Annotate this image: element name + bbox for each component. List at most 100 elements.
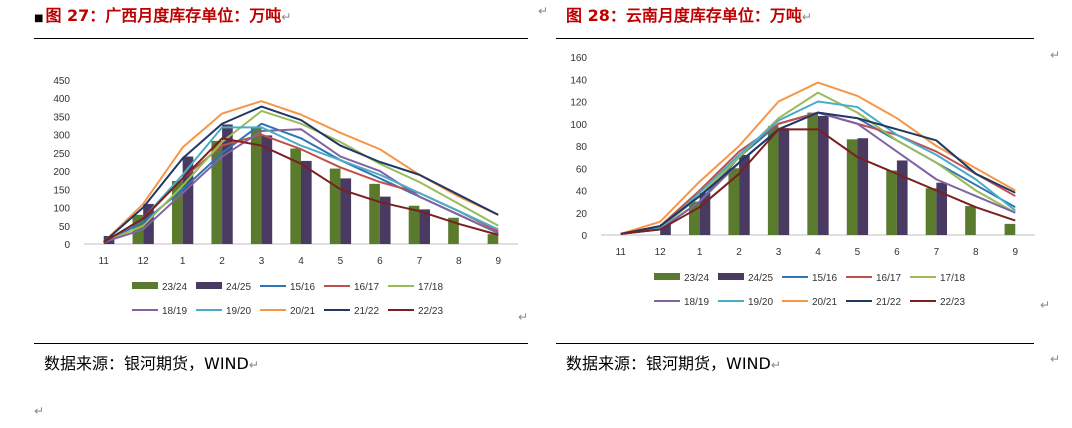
bar-23-24	[846, 139, 858, 235]
x-tick-label: 5	[338, 256, 344, 267]
return-mark-icon: ↵	[1040, 298, 1051, 312]
legend-label: 17/18	[940, 273, 965, 284]
bar-23-24	[965, 206, 976, 235]
bar-23-24	[290, 148, 301, 244]
x-tick-label: 4	[815, 247, 821, 258]
legend-label: 23/24	[162, 282, 187, 293]
bullet-icon: ■	[34, 13, 44, 24]
bar-23-24	[886, 170, 897, 235]
y-tick-label: 100	[570, 120, 587, 131]
x-tick-label: 9	[495, 256, 501, 267]
x-tick-label: 9	[1012, 247, 1018, 258]
x-tick-label: 5	[855, 247, 861, 258]
chart-title-right: 图 28：云南月度库存单位：万吨↵	[566, 2, 812, 26]
bar-23-24	[807, 112, 818, 235]
top-rule-right	[556, 38, 1034, 39]
bar-24-25	[182, 156, 194, 244]
line-18-19	[103, 128, 499, 244]
legend-swatch	[132, 282, 158, 289]
return-mark-icon: ↵	[248, 358, 259, 372]
bar-23-24	[250, 127, 262, 244]
y-tick-label: 160	[570, 53, 587, 64]
bottom-rule-right	[556, 343, 1034, 344]
bar-23-24	[329, 168, 341, 244]
chart-title-text: 图 28：云南月度库存单位：万吨	[566, 6, 802, 25]
y-tick-label: 300	[53, 131, 70, 142]
y-tick-label: 450	[53, 76, 70, 87]
return-mark-icon: ↵	[281, 10, 292, 24]
legend-label: 16/17	[876, 273, 901, 284]
bar-24-25	[739, 154, 750, 235]
bar-23-24	[728, 168, 740, 235]
x-tick-label: 8	[456, 256, 462, 267]
legend-label: 19/20	[226, 306, 251, 317]
line-19-20	[620, 100, 1016, 235]
bar-24-25	[222, 124, 233, 244]
bar-23-24	[925, 188, 937, 235]
y-tick-label: 140	[570, 75, 587, 86]
return-mark-icon: ↵	[518, 310, 529, 324]
x-tick-label: 6	[894, 247, 900, 258]
x-tick-label: 8	[973, 247, 979, 258]
bar-24-25	[379, 196, 391, 244]
legend-swatch	[718, 273, 744, 280]
x-tick-label: 3	[259, 256, 265, 267]
x-tick-label: 12	[655, 247, 667, 258]
x-tick-label: 2	[219, 256, 225, 267]
chart-title-text: 图 27：广西月度库存单位：万吨	[45, 6, 282, 25]
source-text: 数据来源：银河期货，WIND	[44, 354, 249, 373]
bar-24-25	[261, 135, 273, 244]
legend-label: 23/24	[684, 273, 709, 284]
legend-label: 17/18	[418, 282, 443, 293]
bar-23-24	[767, 125, 779, 235]
line-21-22	[103, 105, 499, 243]
legend-label: 15/16	[290, 282, 315, 293]
x-tick-label: 12	[138, 256, 150, 267]
x-tick-label: 6	[377, 256, 383, 267]
y-tick-label: 100	[53, 204, 70, 215]
legend-swatch	[196, 282, 222, 289]
legend-label: 19/20	[748, 297, 773, 308]
line-20-21	[620, 81, 1016, 235]
legend-label: 21/22	[876, 297, 901, 308]
bar-23-24	[171, 180, 183, 244]
line-22-23	[103, 137, 499, 244]
legend-label: 20/21	[812, 297, 837, 308]
source-left: 数据来源：银河期货，WIND↵	[44, 350, 259, 374]
return-mark-icon: ↵	[1050, 48, 1061, 62]
bottom-rule-left	[34, 343, 528, 344]
y-tick-label: 0	[581, 231, 587, 242]
x-tick-label: 11	[616, 247, 627, 258]
return-mark-icon: ↵	[770, 358, 781, 372]
y-tick-label: 350	[53, 112, 70, 123]
legend-label: 18/19	[684, 297, 709, 308]
y-tick-label: 150	[53, 185, 70, 196]
source-right: 数据来源：银河期货，WIND↵	[566, 350, 781, 374]
return-mark-icon: ↵	[34, 404, 45, 418]
bar-23-24	[688, 201, 700, 235]
bar-23-24	[487, 234, 499, 244]
bar-24-25	[660, 223, 671, 235]
y-tick-label: 0	[64, 240, 70, 251]
return-mark-icon: ↵	[801, 10, 812, 24]
line-22-23	[620, 128, 1016, 235]
y-tick-label: 60	[576, 164, 588, 175]
y-tick-label: 120	[570, 98, 587, 109]
bar-23-24	[369, 183, 380, 244]
y-tick-label: 40	[576, 187, 588, 198]
legend-label: 16/17	[354, 282, 379, 293]
bar-24-25	[896, 160, 908, 235]
legend-label: 24/25	[748, 273, 773, 284]
return-mark-icon: ↵	[1050, 352, 1061, 366]
y-tick-label: 250	[53, 149, 70, 160]
x-tick-label: 4	[298, 256, 304, 267]
y-tick-label: 200	[53, 167, 70, 178]
legend-label: 22/23	[940, 297, 965, 308]
bar-23-24	[211, 140, 223, 244]
bar-24-25	[699, 192, 711, 235]
bar-24-25	[301, 160, 312, 244]
bar-24-25	[818, 115, 829, 235]
bar-23-24	[448, 217, 459, 244]
x-tick-label: 7	[417, 256, 423, 267]
